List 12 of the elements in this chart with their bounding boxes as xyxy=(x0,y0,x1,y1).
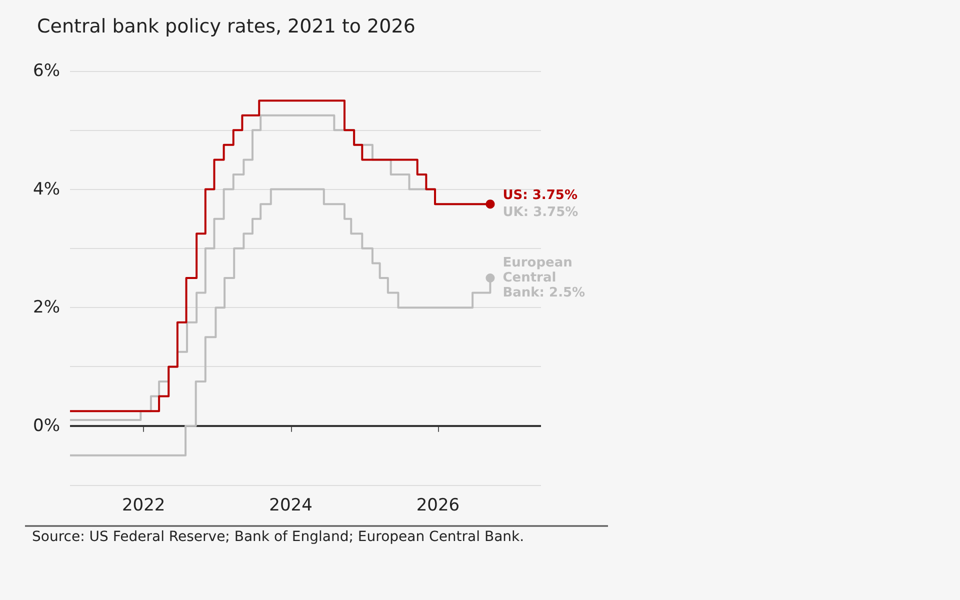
y-tick-label: 2% xyxy=(33,298,60,318)
x-tick-label: 2026 xyxy=(416,496,460,516)
x-tick-label: 2022 xyxy=(122,496,166,516)
chart-title: Central bank policy rates, 2021 to 2026 xyxy=(37,16,416,38)
y-tick-label: 0% xyxy=(33,416,60,436)
y-tick-label: 4% xyxy=(33,179,60,200)
text: European Central Bank: 2.5% xyxy=(502,256,586,300)
y-tick-label: 6% xyxy=(33,61,60,81)
x-tick-label: 2024 xyxy=(269,496,312,516)
text: US: 3.75% xyxy=(502,188,578,204)
text: UK: 3.75% xyxy=(502,205,578,220)
source-note: Source: US Federal Reserve; Bank of England; European Central Bank. xyxy=(32,529,524,545)
